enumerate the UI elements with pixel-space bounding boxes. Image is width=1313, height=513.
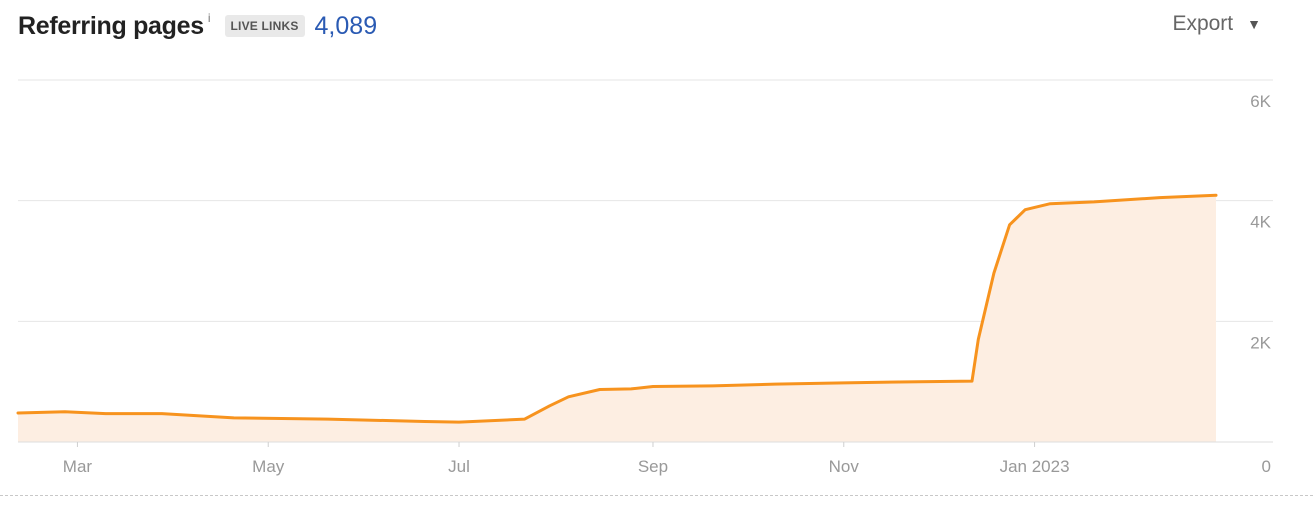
y-tick-label: 0	[1262, 457, 1271, 476]
x-tick-label: Sep	[638, 457, 668, 476]
total-count: 4,089	[314, 11, 378, 40]
y-tick-label: 4K	[1250, 213, 1271, 232]
live-links-badge[interactable]: LIVE LINKS	[224, 15, 305, 37]
info-icon[interactable]: i	[207, 11, 211, 25]
bottom-divider	[0, 495, 1313, 496]
export-label: Export	[1172, 12, 1234, 35]
x-tick-label: Mar	[63, 457, 93, 476]
chart-title: Referring pages	[18, 11, 204, 40]
x-tick-label: Jan 2023	[1000, 457, 1070, 476]
x-tick-label: Nov	[829, 457, 860, 476]
chart-header: Referring pages i LIVE LINKS 4,089	[18, 8, 377, 44]
caret-down-icon: ▼	[1247, 16, 1261, 32]
series-area-fill	[18, 195, 1216, 442]
export-button[interactable]: Export ▼	[1172, 12, 1261, 36]
y-tick-label: 2K	[1250, 333, 1271, 352]
x-tick-label: Jul	[448, 457, 470, 476]
x-tick-label: May	[252, 457, 285, 476]
y-tick-label: 6K	[1250, 92, 1271, 111]
series-line[interactable]	[16, 193, 1218, 424]
